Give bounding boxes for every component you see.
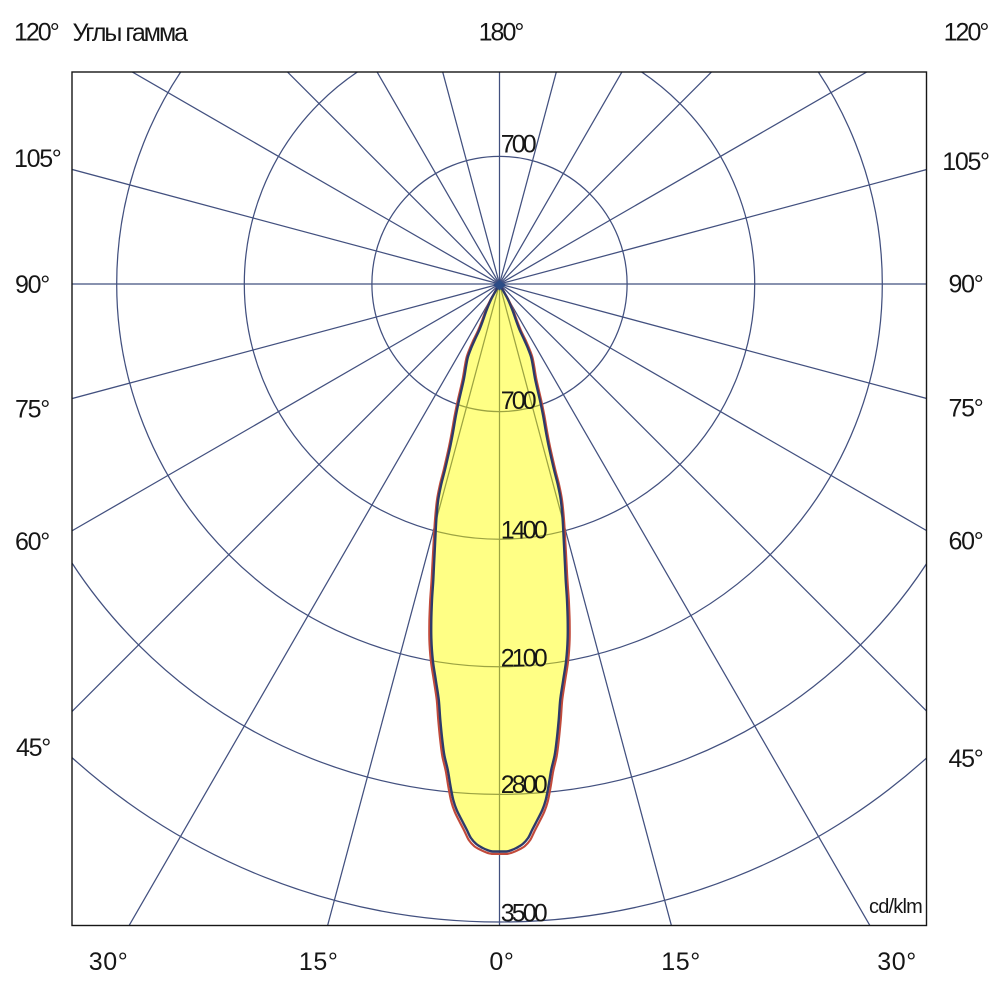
- svg-text:105°: 105°: [14, 145, 61, 173]
- svg-text:90°: 90°: [949, 271, 983, 299]
- svg-text:0°: 0°: [489, 948, 514, 976]
- svg-text:45°: 45°: [949, 745, 983, 773]
- svg-text:75°: 75°: [949, 395, 983, 423]
- svg-text:180°: 180°: [479, 19, 524, 47]
- svg-text:15°: 15°: [299, 948, 339, 976]
- svg-text:1400: 1400: [501, 517, 547, 545]
- svg-text:Углы гамма: Углы гамма: [73, 19, 189, 47]
- svg-text:2800: 2800: [501, 771, 547, 799]
- svg-text:15°: 15°: [661, 948, 701, 976]
- svg-text:30°: 30°: [877, 948, 917, 976]
- svg-text:700: 700: [501, 387, 536, 415]
- svg-text:45°: 45°: [16, 734, 50, 762]
- svg-text:105°: 105°: [942, 148, 989, 176]
- svg-text:2100: 2100: [501, 645, 547, 673]
- svg-text:120°: 120°: [944, 19, 989, 47]
- svg-text:3500: 3500: [501, 900, 547, 928]
- svg-text:30°: 30°: [89, 948, 129, 976]
- svg-text:cd/klm: cd/klm: [869, 896, 922, 918]
- svg-text:700: 700: [501, 131, 536, 159]
- svg-text:60°: 60°: [15, 528, 49, 556]
- svg-text:120°: 120°: [14, 19, 59, 47]
- svg-text:90°: 90°: [15, 271, 49, 299]
- svg-text:60°: 60°: [949, 528, 983, 556]
- svg-text:75°: 75°: [15, 396, 49, 424]
